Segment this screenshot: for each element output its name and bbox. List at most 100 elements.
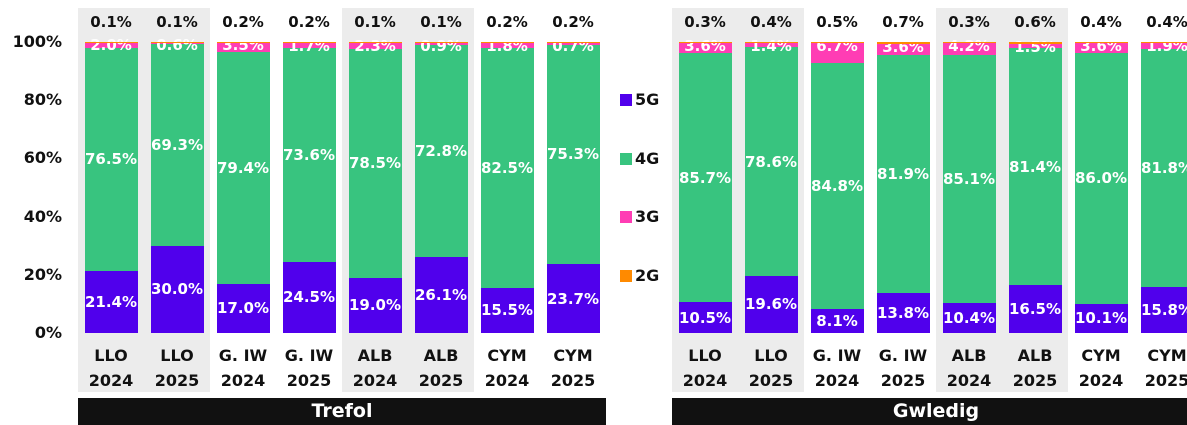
- bar-segment: [810, 41, 864, 44]
- value-label: 3.5%: [222, 36, 264, 55]
- value-label: 81.8%: [1140, 159, 1187, 177]
- bar-segment: [1074, 42, 1128, 54]
- value-label: 30.0%: [150, 280, 204, 299]
- x-tick-label: CYM 2024: [1078, 346, 1124, 390]
- bar-segment: [282, 42, 336, 48]
- value-label: 19.6%: [744, 295, 798, 314]
- value-label: 0.6%: [156, 36, 198, 55]
- bar-segment: [744, 42, 798, 44]
- value-label: 0.1%: [90, 13, 132, 31]
- value-label: 13.8%: [876, 303, 930, 322]
- bar-segment: [942, 42, 996, 56]
- bar-segment: [480, 42, 534, 43]
- value-label: 0.4%: [1080, 13, 1122, 31]
- value-label: 4.2%: [948, 36, 990, 55]
- bar-segment: [1140, 48, 1187, 287]
- bar-segment: [1008, 43, 1062, 49]
- value-label: 81.9%: [876, 164, 930, 183]
- bar-segment: [414, 257, 468, 333]
- legend-swatch: [620, 211, 632, 223]
- value-label: 0.7%: [552, 36, 594, 55]
- x-tick-label: G. IW 2024: [812, 346, 862, 390]
- value-label: 17.0%: [216, 299, 270, 318]
- legend-swatch: [620, 94, 632, 106]
- value-label: 76.5%: [84, 150, 138, 169]
- value-label: 2.3%: [354, 36, 396, 55]
- value-label: 21.4%: [84, 292, 138, 311]
- value-label: 23.7%: [546, 289, 600, 308]
- bar-segment: [1008, 48, 1062, 285]
- value-label: 3.6%: [882, 38, 924, 57]
- bar-segment: [546, 264, 600, 333]
- value-label: 1.5%: [1014, 37, 1056, 56]
- bar-segment: [810, 309, 864, 333]
- bar-segment: [678, 53, 732, 303]
- y-tick-label: 60%: [23, 148, 62, 168]
- bar-segment: [1140, 43, 1187, 49]
- bar-segment: [744, 275, 798, 333]
- bar-segment: [414, 42, 468, 46]
- value-label: 0.4%: [750, 13, 792, 31]
- bar-segment: [810, 43, 864, 63]
- y-tick-label: 0%: [34, 323, 62, 342]
- bar-segment: [942, 302, 996, 333]
- value-label: 0.2%: [486, 13, 528, 31]
- y-tick: [74, 42, 77, 43]
- value-label: 1.8%: [486, 36, 528, 55]
- bar-segment: [1074, 53, 1128, 304]
- value-label: 78.5%: [348, 154, 402, 173]
- bar-segment: [348, 42, 402, 50]
- value-label: 84.8%: [810, 177, 864, 196]
- legend-label: 2G: [635, 265, 660, 285]
- y-tick: [74, 275, 77, 276]
- y-tick-label: 100%: [12, 32, 62, 51]
- value-label: 10.5%: [678, 308, 732, 327]
- bar-segment: [1074, 41, 1128, 43]
- x-tick-label: CYM 2024: [484, 346, 530, 390]
- bar-segment: [216, 283, 270, 333]
- bar-segment: [546, 42, 600, 45]
- bar-segment: [678, 41, 732, 43]
- x-tick-label: LLO 2024: [88, 346, 134, 390]
- value-label: 2.0%: [90, 36, 132, 55]
- value-label: 0.4%: [1146, 13, 1187, 31]
- x-tick-label: G. IW 2025: [878, 346, 928, 390]
- bar-segment: [480, 47, 534, 288]
- y-tick-label: 20%: [23, 264, 62, 284]
- bar-segment: [216, 52, 270, 284]
- value-label: 0.9%: [420, 36, 462, 55]
- bar-segment: [282, 42, 336, 43]
- value-label: 10.1%: [1074, 309, 1128, 328]
- legend-label: 5G: [635, 90, 660, 109]
- legend-label: 3G: [635, 207, 660, 226]
- value-label: 10.4%: [942, 308, 996, 327]
- value-label: 73.6%: [282, 145, 336, 164]
- bar-segment: [942, 55, 996, 303]
- bar-segment: [942, 42, 996, 43]
- value-label: 69.3%: [150, 135, 204, 154]
- bar-segment: [150, 44, 204, 246]
- value-label: 1.7%: [288, 36, 330, 55]
- x-tick-label: ALB 2025: [1012, 346, 1058, 390]
- value-label: 0.1%: [420, 13, 462, 31]
- value-label: 85.1%: [942, 169, 996, 188]
- bar-segment: [546, 44, 600, 265]
- y-tick: [74, 333, 77, 334]
- bar-segment: [348, 277, 402, 333]
- value-label: 1.4%: [750, 37, 792, 56]
- bar-segment: [876, 292, 930, 333]
- value-label: 86.0%: [1074, 169, 1128, 188]
- value-label: 3.6%: [684, 36, 726, 55]
- value-label: 0.3%: [684, 13, 726, 31]
- y-tick: [74, 217, 77, 218]
- legend-swatch: [620, 269, 632, 282]
- value-label: 19.0%: [348, 296, 402, 315]
- value-label: 85.7%: [678, 168, 732, 187]
- value-label: 82.5%: [480, 158, 534, 177]
- bar-segment: [414, 45, 468, 258]
- value-label: 0.7%: [882, 13, 924, 31]
- value-label: 0.5%: [816, 13, 858, 31]
- value-label: 0.1%: [354, 13, 396, 31]
- x-tick-label: LLO 2025: [154, 346, 200, 390]
